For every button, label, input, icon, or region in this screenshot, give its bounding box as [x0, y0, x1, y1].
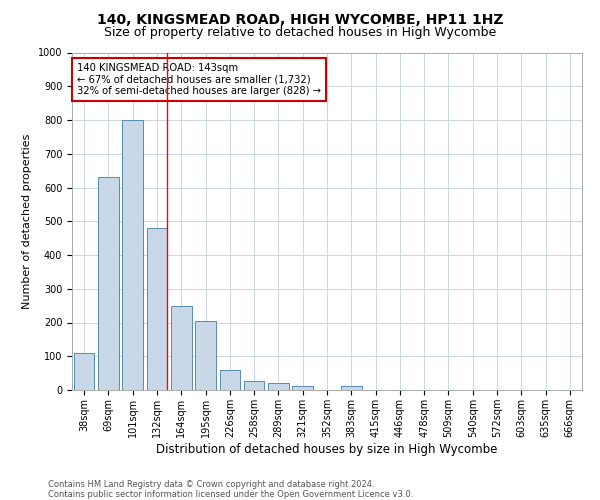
Text: 140 KINGSMEAD ROAD: 143sqm
← 67% of detached houses are smaller (1,732)
32% of s: 140 KINGSMEAD ROAD: 143sqm ← 67% of deta… — [77, 62, 321, 96]
Text: 140, KINGSMEAD ROAD, HIGH WYCOMBE, HP11 1HZ: 140, KINGSMEAD ROAD, HIGH WYCOMBE, HP11 … — [97, 12, 503, 26]
Bar — [122, 120, 143, 390]
Y-axis label: Number of detached properties: Number of detached properties — [22, 134, 32, 309]
Bar — [195, 321, 216, 390]
Bar — [74, 353, 94, 390]
Bar — [244, 380, 265, 390]
Bar — [146, 228, 167, 390]
Text: Size of property relative to detached houses in High Wycombe: Size of property relative to detached ho… — [104, 26, 496, 39]
Bar — [220, 370, 240, 390]
Bar — [98, 178, 119, 390]
Bar — [341, 386, 362, 390]
Bar — [292, 386, 313, 390]
Text: Contains HM Land Registry data © Crown copyright and database right 2024.
Contai: Contains HM Land Registry data © Crown c… — [48, 480, 413, 499]
Bar — [268, 383, 289, 390]
Bar — [171, 306, 191, 390]
X-axis label: Distribution of detached houses by size in High Wycombe: Distribution of detached houses by size … — [157, 442, 497, 456]
